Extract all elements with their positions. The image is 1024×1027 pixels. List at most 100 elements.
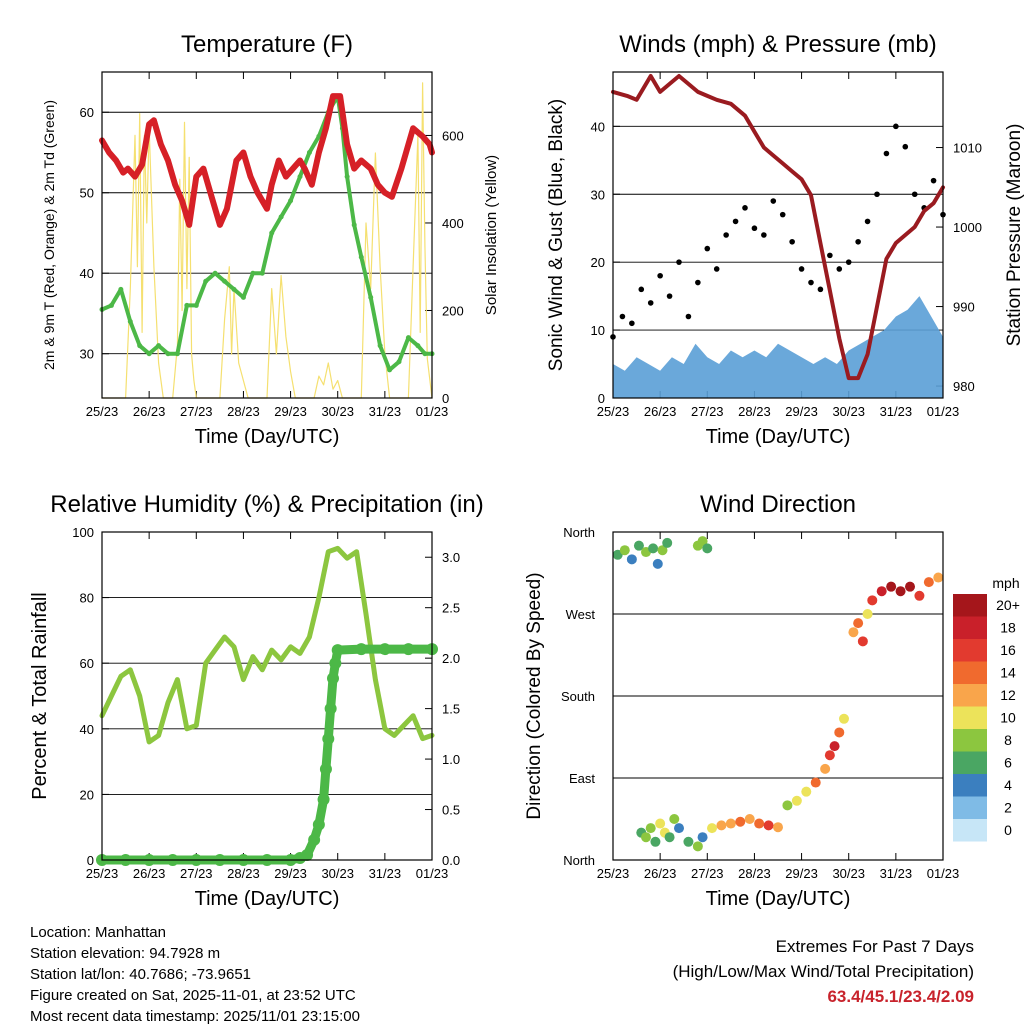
temperature-xtick-label: 30/23	[321, 404, 354, 419]
dewpoint-point	[231, 286, 237, 292]
dewpoint-point	[203, 278, 209, 284]
direction-point	[791, 795, 802, 806]
gust-point	[836, 266, 843, 272]
precip-point	[402, 643, 415, 656]
precip-point	[317, 793, 330, 806]
figure-created: Figure created on Sat, 2025-11-01, at 23…	[30, 987, 356, 1004]
temperature-ytick-label: 50	[80, 186, 94, 201]
dewpoint-point	[240, 294, 246, 300]
direction-point	[645, 823, 656, 834]
direction-point	[834, 727, 845, 738]
direction-xlabel: Time (Day/UTC)	[706, 888, 851, 910]
humidity-ytick-right-label: 0.5	[442, 803, 460, 818]
humidity-xtick-label: 25/23	[86, 866, 119, 881]
dewpoint-point	[288, 198, 294, 204]
direction-xtick-label: 27/23	[691, 866, 724, 881]
temperature-frame	[101, 71, 433, 399]
gust-point	[911, 191, 918, 198]
dewpoint-point	[184, 302, 190, 308]
precip-point	[301, 848, 314, 861]
dewpoint-point	[259, 270, 265, 276]
precip-line	[97, 644, 437, 865]
colorbar-swatch	[953, 751, 987, 774]
precip-point	[355, 643, 368, 656]
winds-xtick-label: 31/23	[880, 404, 913, 419]
winds-xlabel: Time (Day/UTC)	[706, 426, 851, 448]
direction-point	[648, 543, 659, 554]
direction-title: Wind Direction	[700, 491, 856, 518]
winds-xtick-label: 27/23	[691, 404, 724, 419]
dewpoint-point	[387, 367, 393, 373]
precip-point	[319, 763, 332, 776]
gust-point	[619, 313, 626, 320]
humidity-xlabel: Time (Day/UTC)	[195, 888, 340, 910]
gust-point	[779, 211, 786, 218]
temperature-ylabel: 2m & 9m T (Red, Orange) & 2m Td (Green)	[41, 100, 57, 370]
gust-point	[770, 198, 777, 204]
winds-xtick-label: 29/23	[785, 404, 818, 419]
colorbar-label: 0	[1004, 822, 1012, 838]
direction-point	[773, 822, 783, 833]
winds-ytick-label: 0	[598, 391, 605, 406]
precip-point	[312, 818, 325, 831]
dewpoint-point	[377, 343, 383, 349]
pressure-line	[611, 74, 945, 381]
direction-point	[839, 713, 849, 724]
humidity-ytick-label: 60	[80, 656, 94, 671]
temperature-xtick-label: 01/23	[416, 404, 449, 419]
dewpoint-point	[174, 351, 180, 357]
winds-ylabel-right: Station Pressure (Maroon)	[1004, 124, 1024, 347]
direction-point	[848, 627, 859, 638]
winds-ytick-right-label: 1010	[953, 141, 982, 156]
winds-ylabel: Sonic Wind & Gust (Blue, Black)	[546, 99, 567, 371]
direction-point	[744, 814, 755, 824]
direction-point	[820, 763, 831, 774]
dewpoint-point	[165, 351, 171, 357]
direction-point	[692, 841, 703, 852]
colorbar-label: 18	[1000, 620, 1016, 636]
winds-ytick-label: 30	[591, 187, 605, 202]
station-elevation: Station elevation: 94.7928 m	[30, 945, 221, 962]
humidity-ytick-right-label: 0.0	[442, 853, 460, 868]
dewpoint-point	[306, 149, 312, 155]
colorbar-label: 12	[1000, 687, 1016, 703]
humidity-ytick-right-label: 1.0	[442, 752, 460, 767]
gust-point	[751, 225, 758, 232]
winds-xtick-label: 28/23	[738, 404, 771, 419]
direction-ytick-label: West	[566, 607, 596, 622]
precip-point	[327, 672, 339, 685]
direction-point	[754, 818, 765, 829]
direction-point	[641, 832, 651, 843]
dewpoint-point	[127, 319, 133, 325]
direction-point	[829, 741, 840, 752]
winds-ytick-right-label: 990	[953, 300, 975, 315]
direction-xtick-label: 01/23	[927, 866, 960, 881]
colorbar-label: 16	[1000, 642, 1016, 658]
dewpoint-point	[368, 294, 374, 300]
direction-point	[857, 636, 868, 647]
direction-ytick-label: North	[563, 853, 595, 868]
gust-point	[647, 300, 654, 306]
colorbar-label: 2	[1004, 800, 1012, 816]
direction-point	[664, 832, 675, 843]
colorbar-swatch	[953, 594, 987, 617]
humidity-ytick-right-label: 1.5	[442, 702, 460, 717]
direction-ytick-label: East	[569, 771, 595, 786]
direction-point	[914, 590, 925, 601]
humidity-xtick-label: 26/23	[133, 866, 166, 881]
dewpoint-point	[156, 343, 162, 349]
colorbar-label: 6	[1004, 755, 1012, 771]
gust-point	[893, 123, 899, 130]
direction-point	[650, 836, 661, 847]
speed-colorbar: mph 20+ 18 16 14 12 10 8 6 4 2 0	[953, 575, 1020, 842]
gust-point	[704, 245, 711, 252]
humidity-ytick-right-label: 2.5	[442, 601, 460, 616]
winds-xtick-label: 26/23	[644, 404, 677, 419]
humidity-ytick-label: 100	[72, 525, 94, 540]
direction-xtick-label: 29/23	[785, 866, 818, 881]
extremes-box: Extremes For Past 7 Days (High/Low/Max W…	[673, 934, 974, 1009]
colorbar-label: 14	[1000, 665, 1016, 681]
dewpoint-point	[212, 270, 218, 276]
colorbar-swatch	[953, 729, 987, 752]
